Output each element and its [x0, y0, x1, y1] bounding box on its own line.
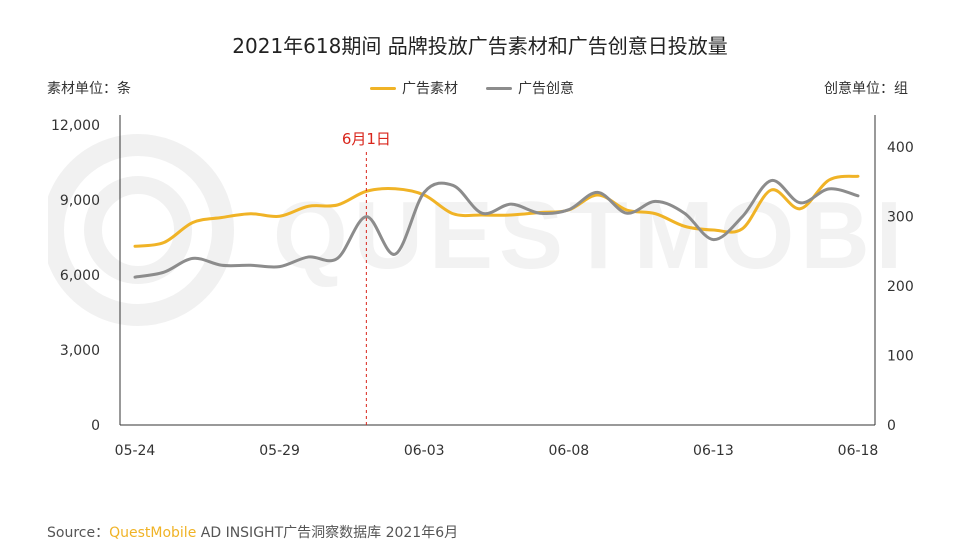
y-right-tick-label: 400 — [887, 140, 914, 156]
chart-annotation: 6月1日 — [342, 130, 391, 425]
source-prefix: Source： — [47, 525, 110, 541]
annotation-label: 6月1日 — [342, 130, 391, 148]
chart-legend: 广告素材 广告创意 — [370, 78, 602, 98]
series-line-creative — [133, 179, 860, 279]
legend-swatch-creative — [486, 86, 512, 90]
chart-title: 2021年618期间 品牌投放广告素材和广告创意日投放量 — [232, 34, 728, 58]
x-tick-label: 05-24 — [115, 443, 156, 459]
y-left-tick-label: 0 — [91, 418, 100, 434]
y-right-tick-label: 300 — [887, 210, 914, 226]
y-right-tick-label: 100 — [887, 349, 914, 365]
y-left-tick-label: 12,000 — [51, 118, 100, 134]
y-right-tick-label: 200 — [887, 279, 914, 295]
left-axis-unit: 素材单位：条 — [47, 81, 131, 97]
source-note: Source：QuestMobile AD INSIGHT广告洞察数据库 202… — [47, 522, 458, 542]
legend-label-material: 广告素材 — [402, 81, 458, 97]
y-left-tick-label: 9,000 — [60, 193, 100, 209]
chart-series — [133, 174, 860, 279]
y-right-tick-label: 0 — [887, 418, 896, 434]
x-tick-label: 05-29 — [259, 443, 300, 459]
source-brand: QuestMobile — [109, 525, 197, 541]
x-tick-label: 06-18 — [838, 443, 879, 459]
series-line-material — [133, 174, 860, 248]
x-tick-label: 06-08 — [548, 443, 589, 459]
legend-item-material: 广告素材 — [370, 78, 458, 98]
y-left-tick-label: 3,000 — [60, 343, 100, 359]
x-tick-label: 06-03 — [404, 443, 445, 459]
x-tick-label: 06-13 — [693, 443, 734, 459]
legend-label-creative: 广告创意 — [518, 81, 574, 97]
chart-axes: 0 3,000 6,000 9,000 12,000 0 100 200 300 400 05-24… — [51, 115, 914, 459]
legend-swatch-material — [370, 86, 396, 90]
source-rest: AD INSIGHT广告洞察数据库 2021年6月 — [196, 525, 459, 541]
y-left-tick-label: 6,000 — [60, 268, 100, 284]
right-axis-unit: 创意单位：组 — [824, 81, 908, 97]
legend-item-creative: 广告创意 — [486, 78, 574, 98]
